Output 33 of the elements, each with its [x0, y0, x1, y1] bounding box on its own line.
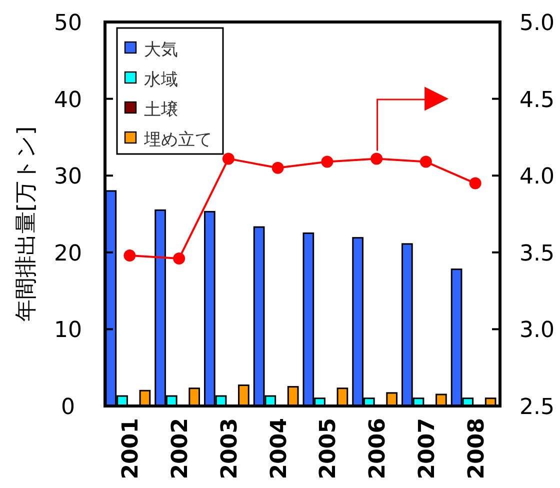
x-tick-label: 2006 [366, 418, 391, 480]
x-tick-label: 2007 [414, 418, 440, 480]
x-tick-label: 2001 [118, 418, 144, 480]
y2-tick-label: 4.5 [520, 88, 554, 113]
point [370, 152, 383, 165]
point [222, 152, 234, 165]
y2-tick-label: 4.0 [520, 164, 554, 190]
x-tick-label: 2004 [266, 418, 292, 480]
y2-tick-label: 2.5 [520, 395, 554, 420]
point [469, 177, 482, 190]
y-tick-label: 30 [54, 164, 82, 190]
x-tick-label: 2008 [464, 418, 490, 480]
point [173, 252, 186, 265]
point [124, 249, 136, 262]
y-tick-label: 50 [54, 11, 82, 36]
legend-label: 土壌 [144, 100, 178, 120]
point [272, 162, 284, 174]
point [420, 156, 432, 168]
y-tick-label: 40 [54, 88, 82, 113]
y-tick-label: 0 [61, 395, 75, 420]
y-tick-label: 10 [54, 318, 82, 344]
y-tick-label: 20 [54, 241, 82, 266]
legend-label: 大気 [144, 40, 178, 60]
point [321, 156, 334, 168]
legend-label: 埋め立て [143, 130, 212, 150]
y2-tick-label: 5.0 [520, 11, 554, 36]
y2-tick-label: 3.0 [520, 318, 554, 344]
y2-tick-label: 3.5 [520, 241, 554, 266]
x-tick-label: 2002 [168, 418, 194, 480]
x-tick-label: 2005 [316, 418, 342, 480]
legend-label: 水域 [144, 70, 178, 90]
x-tick-label: 2003 [217, 418, 242, 480]
y-axis-title: 年間排出量[万トン] [14, 126, 39, 322]
